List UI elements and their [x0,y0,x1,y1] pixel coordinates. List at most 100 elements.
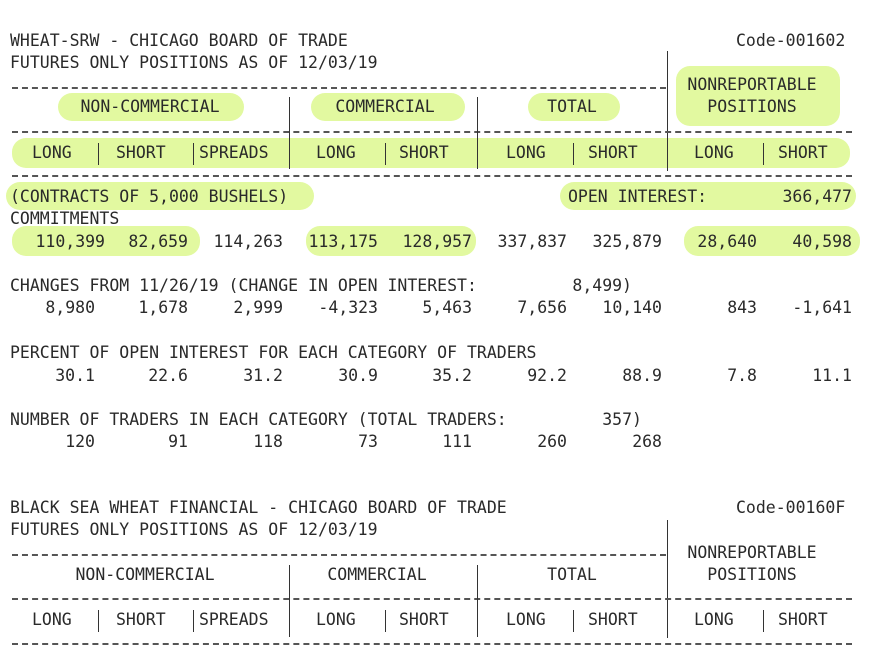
group-header-total: TOTAL [547,97,597,116]
highlight-total [528,93,620,121]
divider [98,143,99,165]
table-cell: -1,641 [792,298,852,317]
table-cell: 22.6 [148,366,188,385]
table-cell: 73 [358,432,378,451]
report-code: Code-001602 [736,31,846,50]
column-header: SHORT [588,610,638,629]
divider [289,565,290,637]
table-cell: 5,463 [422,298,472,317]
column-header: SHORT [778,610,828,629]
divider [12,175,852,177]
divider [12,87,666,89]
table-cell: 1,678 [138,298,188,317]
table-cell: 2,999 [233,298,283,317]
table-cell: 120 [65,432,95,451]
report-subtitle: FUTURES ONLY POSITIONS AS OF 12/03/19 [10,53,378,72]
open-interest-label: OPEN INTEREST: [568,187,708,206]
group-header-commercial: COMMERCIAL [327,565,427,584]
divider [573,143,574,165]
table-cell: 10,140 [602,298,662,317]
divider [289,97,290,169]
report-title: BLACK SEA WHEAT FINANCIAL - CHICAGO BOAR… [10,498,507,517]
group-header-nonrep-2: POSITIONS [707,97,797,116]
highlight-contracts [6,182,314,210]
divider [385,143,386,165]
table-cell: 11.1 [812,366,852,385]
divider [12,554,666,556]
highlight-commitments-3 [684,226,860,256]
table-cell: 337,837 [497,232,567,251]
divider [98,610,99,632]
table-cell: 30.1 [55,366,95,385]
section-label-percent: PERCENT OF OPEN INTEREST FOR EACH CATEGO… [10,343,537,362]
table-cell: 92.2 [527,366,567,385]
divider [193,610,194,632]
traders-total: 357) [602,410,642,429]
table-cell: 8,980 [45,298,95,317]
table-cell: -4,323 [318,298,378,317]
table-cell: 113,175 [308,232,378,251]
section-label-commitments: COMMITMENTS [10,209,120,228]
table-cell: 35.2 [432,366,472,385]
table-cell: 31.2 [243,366,283,385]
column-header: SHORT [116,143,166,162]
column-header: SPREADS [199,143,269,162]
column-header: SHORT [588,143,638,162]
divider [12,131,852,133]
column-header: LONG [32,143,72,162]
highlight-commercial [311,93,465,121]
group-header-nonrep: NONREPORTABLE [687,543,817,562]
column-header: LONG [694,143,734,162]
group-header-commercial: COMMERCIAL [335,97,435,116]
open-interest-value: 366,477 [782,187,852,206]
table-cell: 88.9 [622,366,662,385]
column-header: LONG [316,610,356,629]
divider [12,643,852,645]
report-code: Code-00160F [736,498,846,517]
highlight-nonrep [676,66,840,126]
report-subtitle: FUTURES ONLY POSITIONS AS OF 12/03/19 [10,520,378,539]
divider [573,610,574,632]
column-header: SHORT [778,143,828,162]
column-header: LONG [694,610,734,629]
divider [763,610,764,632]
divider [12,598,852,600]
table-cell: 114,263 [213,232,283,251]
highlight-open-interest [560,182,856,210]
table-cell: 40,598 [792,232,852,251]
column-header: LONG [316,143,356,162]
report-title: WHEAT-SRW - CHICAGO BOARD OF TRADE [10,31,348,50]
contracts-note: (CONTRACTS OF 5,000 BUSHELS) [10,187,289,206]
table-cell: 111 [442,432,472,451]
column-header: SHORT [399,143,449,162]
highlight-noncommercial [58,93,244,121]
group-header-noncommercial: NON-COMMERCIAL [75,565,215,584]
table-cell: 110,399 [35,232,105,251]
changes-oi-value: 8,499) [572,276,632,295]
divider [763,143,764,165]
table-cell: 325,879 [592,232,662,251]
table-cell: 843 [727,298,757,317]
column-header: SPREADS [199,610,269,629]
group-header-noncommercial: NON-COMMERCIAL [80,97,220,116]
divider [477,565,478,637]
column-header: SHORT [399,610,449,629]
table-cell: 128,957 [402,232,472,251]
highlight-commitments-2 [306,226,476,256]
column-header: SHORT [116,610,166,629]
group-header-total: TOTAL [547,565,597,584]
section-label-traders: NUMBER OF TRADERS IN EACH CATEGORY (TOTA… [10,410,507,429]
table-cell: 82,659 [128,232,188,251]
table-cell: 268 [632,432,662,451]
section-label-changes: CHANGES FROM 11/26/19 (CHANGE IN OPEN IN… [10,276,477,295]
divider [385,610,386,632]
highlight-commitments-1 [12,226,200,256]
column-header: LONG [32,610,72,629]
column-header: LONG [506,143,546,162]
table-cell: 260 [537,432,567,451]
table-cell: 30.9 [338,366,378,385]
table-cell: 7.8 [727,366,757,385]
group-header-nonrep: NONREPORTABLE [687,75,817,94]
column-header: LONG [506,610,546,629]
table-cell: 7,656 [517,298,567,317]
